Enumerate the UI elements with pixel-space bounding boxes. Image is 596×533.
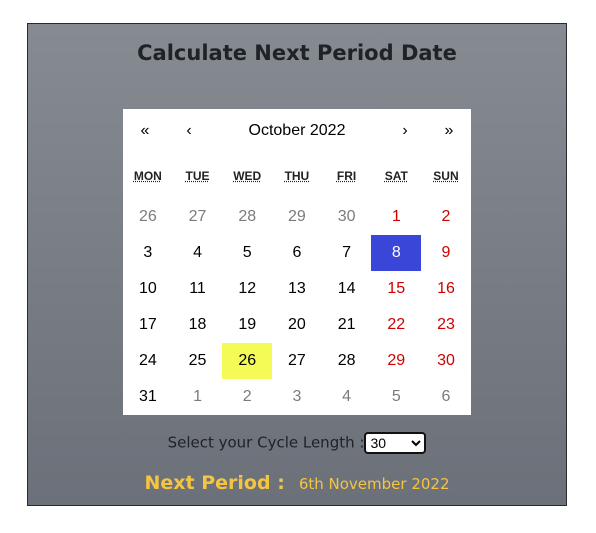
day-cell[interactable]: 4 — [342, 388, 352, 405]
prev-year-button[interactable]: « — [140, 122, 150, 139]
weekday-abbr: TUE — [185, 169, 210, 183]
day-cell[interactable]: 17 — [138, 316, 157, 333]
day-cell[interactable]: 1 — [193, 388, 202, 405]
day-cell[interactable]: 18 — [188, 316, 207, 333]
day-cell[interactable]: 29 — [387, 352, 406, 369]
day-cell[interactable]: 3 — [143, 244, 153, 261]
day-cell[interactable]: 3 — [292, 388, 302, 405]
cycle-length-label: Select your Cycle Length : — [167, 433, 365, 452]
day-cell[interactable]: 10 — [138, 280, 157, 297]
day-cell[interactable]: 26 — [138, 208, 157, 225]
day-cell[interactable]: 19 — [238, 316, 257, 333]
day-cell[interactable]: 28 — [238, 208, 257, 225]
weekday-label: SUN — [421, 169, 471, 183]
weekday-abbr: SAT — [384, 169, 408, 183]
day-cell[interactable]: 5 — [242, 244, 252, 261]
day-cell-highlighted[interactable]: 26 — [222, 343, 273, 379]
day-cell[interactable]: 12 — [238, 280, 257, 297]
weekday-abbr: MON — [133, 169, 162, 183]
day-cell[interactable]: 16 — [437, 280, 455, 297]
month-year-label[interactable]: October 2022 — [248, 122, 346, 139]
day-cell[interactable]: 6 — [292, 244, 302, 261]
day-cell[interactable]: 1 — [391, 208, 401, 225]
day-cell[interactable]: 9 — [441, 244, 451, 261]
day-cell[interactable]: 2 — [441, 208, 451, 225]
day-cell-selected[interactable]: 8 — [371, 235, 422, 271]
day-cell[interactable]: 29 — [288, 208, 306, 225]
next-year-button[interactable]: » — [444, 122, 454, 139]
day-cell[interactable]: 21 — [337, 316, 356, 333]
weekday-label: FRI — [322, 169, 372, 183]
weekday-label: SAT — [371, 169, 421, 183]
weekday-label: MON — [123, 169, 173, 183]
day-cell[interactable]: 30 — [337, 208, 356, 225]
page-title: Calculate Next Period Date — [137, 41, 457, 65]
day-cell[interactable]: 13 — [288, 280, 306, 297]
day-cell[interactable]: 22 — [387, 316, 406, 333]
day-cell[interactable]: 25 — [188, 352, 207, 369]
day-cell[interactable]: 28 — [337, 352, 356, 369]
day-cell[interactable]: 14 — [337, 280, 356, 297]
weekday-header: MON TUE WED THU FRI SAT SUN — [123, 169, 471, 183]
day-cell[interactable]: 20 — [288, 316, 306, 333]
day-cell[interactable]: 27 — [188, 208, 207, 225]
prev-month-button[interactable]: ‹ — [186, 122, 192, 139]
day-cell[interactable]: 24 — [138, 352, 157, 369]
day-cell[interactable]: 11 — [189, 280, 206, 297]
weekday-label: TUE — [173, 169, 223, 183]
weekday-label: THU — [272, 169, 322, 183]
day-cell[interactable]: 2 — [242, 388, 252, 405]
day-cell[interactable]: 6 — [441, 388, 451, 405]
weekday-label: WED — [222, 169, 272, 183]
day-cell[interactable]: 5 — [391, 388, 401, 405]
day-cell[interactable]: 23 — [437, 316, 455, 333]
calendar: « ‹ October 2022 › » MON TUE WED THU FRI SAT S… — [123, 109, 471, 415]
weekday-abbr: SUN — [433, 169, 459, 183]
calendar-navigation: « ‹ October 2022 › » — [123, 109, 471, 153]
day-grid: 26 27 28 29 30 1 2 3 4 5 6 7 8 9 10 11 12 13 14 15 16 17 18 19 2… — [123, 199, 471, 415]
day-cell[interactable]: 31 — [138, 388, 157, 405]
weekday-abbr: WED — [233, 169, 262, 183]
period-calculator-panel: Calculate Next Period Date « ‹ October 2… — [27, 23, 567, 506]
cycle-length-select[interactable]: 30 — [364, 432, 427, 454]
day-cell[interactable]: 15 — [387, 280, 406, 297]
day-cell[interactable]: 4 — [193, 244, 202, 261]
next-period-value: 6th November 2022 — [298, 475, 450, 493]
day-cell[interactable]: 27 — [288, 352, 306, 369]
next-month-button[interactable]: › — [402, 122, 408, 139]
weekday-abbr: FRI — [336, 169, 357, 183]
next-period-label: Next Period : — [144, 472, 285, 494]
day-cell[interactable]: 30 — [437, 352, 455, 369]
cycle-length-row: Select your Cycle Length :30 — [28, 432, 566, 454]
day-cell[interactable]: 7 — [342, 244, 352, 261]
next-period-row: Next Period : 6th November 2022 — [28, 472, 566, 494]
weekday-abbr: THU — [284, 169, 310, 183]
